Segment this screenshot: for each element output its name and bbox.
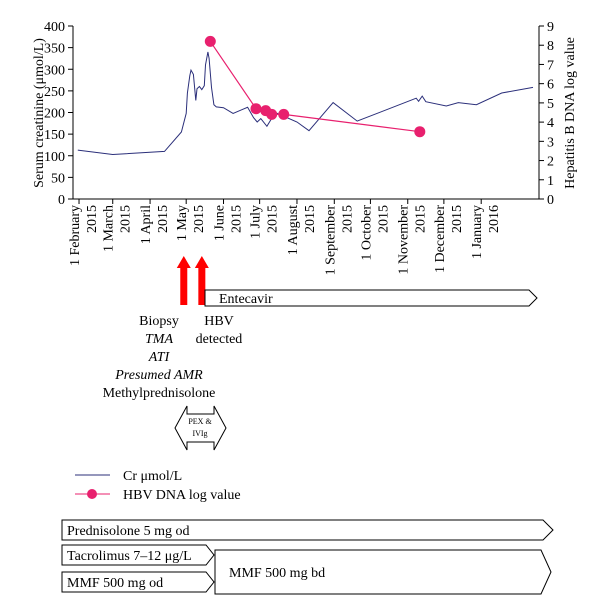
legend-cr-label: Cr μmol/L — [123, 469, 182, 484]
mmf-bd-label: MMF 500 mg bd — [229, 566, 325, 581]
hbv-data-point — [278, 108, 290, 120]
creatinine-series-line — [77, 51, 534, 156]
y-right-tick-label: 6 — [547, 78, 554, 93]
hbv-data-point — [414, 126, 426, 138]
x-tick-label: 1 October 2015 — [359, 205, 391, 261]
prednisolone-bar — [61, 519, 554, 541]
tacrolimus-bar — [61, 544, 215, 566]
hbv-data-point — [204, 35, 216, 47]
x-tick-label: 1 January 2016 — [470, 205, 502, 259]
y-right-tick-label: 1 — [547, 174, 554, 189]
y-right-axis-title: Hepatitis B DNA log value — [563, 37, 578, 189]
y-right-tick-label: 9 — [547, 20, 554, 35]
pex-label-line2: IVIg — [192, 429, 207, 438]
y-left-tick-label: 300 — [44, 63, 65, 78]
y-left-tick-label: 100 — [44, 150, 65, 165]
y-right-tick-label: 8 — [547, 39, 554, 54]
x-tick-label: 1 August 2015 — [286, 205, 318, 255]
x-tick-label: 1 May 2015 — [175, 205, 207, 241]
x-tick-label: 1 March 2015 — [102, 205, 134, 252]
y-left-tick-label: 150 — [44, 128, 65, 143]
mmf-od-bar — [61, 571, 215, 593]
event-biopsy-line1: Biopsy — [139, 314, 179, 329]
y-right-tick-label: 0 — [547, 193, 554, 208]
hbv-series-line — [209, 41, 420, 133]
entecavir-label: Entecavir — [219, 292, 273, 307]
x-tick-label: 1 November 2015 — [397, 205, 429, 275]
x-tick-label: 1 September 2015 — [323, 205, 355, 276]
legend: Cr μmol/L HBV DNA log value — [75, 469, 241, 503]
tacrolimus-label: Tacrolimus 7–12 μg/L — [67, 549, 192, 564]
y-right-tick-label: 5 — [547, 97, 554, 112]
event-biopsy-line3: ATI — [148, 350, 171, 365]
x-tick-label: 1 February 2015 — [68, 205, 100, 266]
pex-label-line1: PEX & — [188, 417, 212, 426]
y-left-tick-label: 400 — [44, 20, 65, 35]
pex-ivig-bar — [174, 405, 227, 451]
x-tick-label: 1 April 2015 — [139, 205, 171, 244]
y-left-tick-label: 50 — [51, 171, 65, 186]
y-left-tick-label: 250 — [44, 85, 65, 100]
biopsy-event-arrow — [176, 256, 191, 305]
legend-hbv-label: HBV DNA log value — [123, 488, 241, 503]
y-left-tick-label: 0 — [58, 193, 65, 208]
event-biopsy-line4: Presumed AMR — [114, 368, 203, 383]
legend-hbv-swatch-dot — [87, 489, 97, 499]
x-tick-label: 1 July 2015 — [249, 205, 281, 239]
y-left-tick-label: 350 — [44, 42, 65, 57]
y-right-tick-label: 2 — [547, 155, 554, 170]
mmf-bd-bar — [214, 549, 552, 595]
x-tick-label: 1 December 2015 — [433, 205, 465, 273]
y-right-tick-label: 4 — [547, 116, 554, 131]
hbv-data-point — [266, 108, 278, 120]
event-biopsy-line5: Methylprednisolone — [103, 386, 216, 401]
event-hbv-line2: detected — [196, 332, 243, 347]
y-left-tick-label: 200 — [44, 107, 65, 122]
mmf-od-label: MMF 500 mg od — [67, 576, 163, 591]
event-hbv-line1: HBV — [204, 314, 234, 329]
entecavir-bar — [204, 289, 538, 307]
x-tick-label: 1 June 2015 — [213, 205, 245, 241]
hbv-data-point — [250, 103, 262, 115]
y-left-axis-title: Serum creatinine (μmol/L) — [32, 38, 47, 188]
event-biopsy-line2: TMA — [145, 332, 173, 347]
y-right-tick-label: 7 — [547, 58, 554, 73]
prednisolone-label: Prednisolone 5 mg od — [67, 524, 190, 539]
y-right-tick-label: 3 — [547, 135, 554, 150]
